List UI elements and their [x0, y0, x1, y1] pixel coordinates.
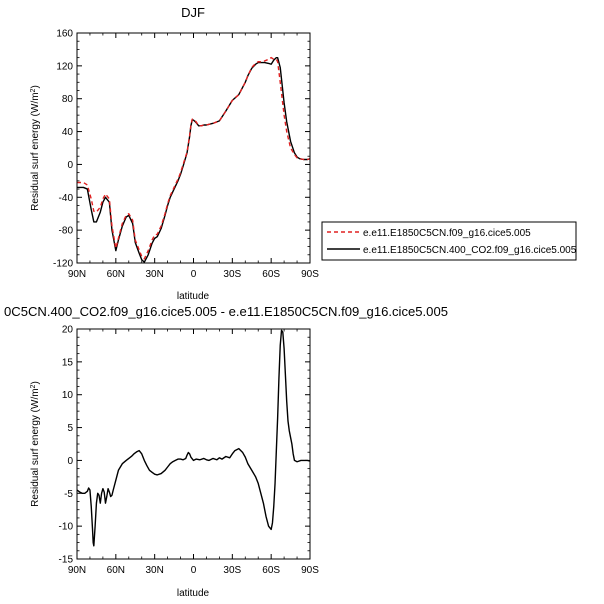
top-y-tick-label: 160	[56, 29, 73, 40]
bottom-y-axis-title-sup: 2	[30, 384, 37, 388]
bottom-y-axis-title-main: Residual surf energy (W/m	[30, 388, 41, 506]
bottom-y-axis-title-close: )	[30, 381, 41, 384]
bottom-y-tick-label: -15	[59, 555, 74, 566]
top-y-tick-label: 80	[62, 94, 74, 105]
top-x-tick-label: 60N	[107, 269, 125, 280]
top-y-axis-title-sup: 2	[30, 88, 37, 92]
bottom-y-tick-label: -10	[59, 522, 74, 533]
bottom-axis-ticks	[76, 328, 311, 560]
top-plot-frame	[76, 32, 311, 264]
top-panel: DJF -120 -80 -40 0 40 80 120 160 90N 60N 30N 0 30S 6…	[30, 5, 577, 302]
bottom-x-tick-labels: 90N 60N 30N 0 30S 60S 90S	[68, 565, 319, 576]
top-x-axis-title: latitude	[177, 291, 210, 302]
legend-box	[321, 221, 577, 261]
top-y-axis-title-main: Residual surf energy (W/m	[30, 92, 41, 210]
top-y-tick-label: -40	[59, 193, 74, 204]
top-y-axis-title-close: )	[30, 85, 41, 88]
legend-label-co2: e.e11.E1850C5CN.400_CO2.f09_g16.cice5.00…	[363, 245, 577, 256]
top-series-line-1	[77, 56, 311, 263]
top-x-tick-label: 90N	[68, 269, 86, 280]
bottom-y-tick-label: 15	[62, 357, 74, 368]
bottom-x-tick-label: 0	[191, 565, 197, 576]
bottom-chart-title: 0C5CN.400_CO2.f09_g16.cice5.005 - e.e11.…	[4, 304, 448, 319]
bottom-series-lines	[76, 329, 311, 547]
bottom-y-tick-label: 5	[67, 423, 73, 434]
top-x-tick-label: 30S	[223, 269, 241, 280]
bottom-x-tick-label: 60S	[262, 565, 280, 576]
top-x-tick-label: 60S	[262, 269, 280, 280]
bottom-y-tick-label: 0	[67, 456, 73, 467]
bottom-x-tick-label: 30N	[145, 565, 163, 576]
bottom-x-tick-label: 90S	[301, 565, 319, 576]
legend-label-control: e.e11.E1850C5CN.f09_g16.cice5.005	[363, 228, 531, 239]
bottom-y-tick-labels: -15 -10 -5 0 5 10 15 20	[59, 325, 74, 566]
bottom-y-tick-label: 20	[62, 325, 74, 336]
top-y-axis-title: Residual surf energy (W/m2)	[30, 85, 42, 211]
bottom-panel: 0C5CN.400_CO2.f09_g16.cice5.005 - e.e11.…	[4, 304, 448, 599]
top-chart-title: DJF	[181, 5, 205, 20]
top-y-tick-label: 0	[67, 160, 73, 171]
bottom-x-axis-title: latitude	[177, 588, 210, 599]
top-series-line-0	[77, 56, 311, 260]
top-x-tick-label: 30N	[145, 269, 163, 280]
top-x-tick-labels: 90N 60N 30N 0 30S 60S 90S	[68, 269, 319, 280]
top-y-tick-label: 120	[56, 61, 73, 72]
top-series-lines	[77, 56, 311, 263]
bottom-x-tick-label: 90N	[68, 565, 86, 576]
top-y-tick-label: -80	[59, 226, 74, 237]
top-y-tick-label: 40	[62, 127, 74, 138]
top-y-tick-label: -120	[53, 259, 73, 270]
top-y-tick-labels: -120 -80 -40 0 40 80 120 160	[53, 29, 73, 270]
bottom-series-line-0	[76, 329, 311, 547]
bottom-y-axis-title: Residual surf energy (W/m2)	[30, 381, 42, 507]
bottom-y-tick-label: -5	[64, 489, 73, 500]
top-x-tick-label: 90S	[301, 269, 319, 280]
bottom-plot-frame	[76, 328, 311, 560]
top-legend: e.e11.E1850C5CN.f09_g16.cice5.005 e.e11.…	[321, 221, 577, 261]
bottom-y-tick-label: 10	[62, 390, 74, 401]
bottom-x-tick-label: 30S	[223, 565, 241, 576]
top-x-tick-label: 0	[191, 269, 197, 280]
bottom-x-tick-label: 60N	[107, 565, 125, 576]
